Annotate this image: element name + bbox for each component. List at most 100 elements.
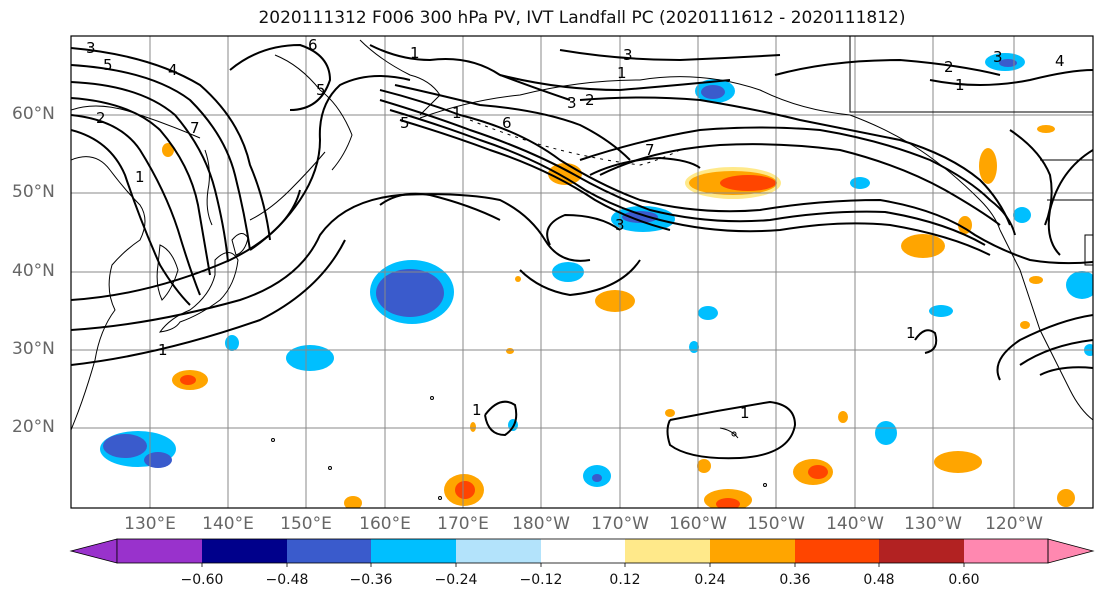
- neg-patch: [875, 421, 897, 445]
- contour-label: 3: [993, 48, 1003, 66]
- lon-label: 170°E: [437, 514, 489, 534]
- coastlines: [71, 36, 1093, 500]
- colorbar-bin: [117, 539, 202, 563]
- pos-patch: [838, 411, 848, 423]
- contour-label: 3: [86, 39, 96, 57]
- contour-label: 1: [410, 44, 420, 62]
- contour-label: 2: [96, 109, 106, 127]
- pos-patch: [665, 409, 675, 417]
- plot-frame: [70, 35, 1094, 509]
- contour-label: 1: [158, 341, 168, 359]
- contour-label: 1: [472, 401, 482, 419]
- neg-patch-core: [592, 474, 602, 482]
- colorbar-bin: [287, 539, 371, 563]
- colorbar: [69, 538, 1095, 567]
- colorbar-tick-label: −0.24: [434, 572, 478, 588]
- pos-patch: [1029, 276, 1043, 284]
- pos-patch: [595, 290, 635, 312]
- contour-label: 5: [103, 56, 113, 74]
- lat-label: 60°N: [12, 104, 55, 124]
- colorbar-tick-label: −0.60: [180, 572, 224, 588]
- lon-label: 160°W: [669, 514, 727, 534]
- contour-label: 5: [316, 81, 326, 99]
- colorbar-tick-label: 0.60: [948, 572, 980, 588]
- pos-patch: [934, 451, 982, 473]
- lat-label: 40°N: [12, 261, 55, 281]
- colorbar-bin: [202, 539, 287, 563]
- lon-label: 130°E: [124, 514, 176, 534]
- colorbar-bin: [879, 539, 964, 563]
- colorbar-extend-right: [1047, 538, 1095, 564]
- colorbar-bin: [541, 539, 625, 563]
- pos-patch: [901, 234, 945, 258]
- lon-label: 140°W: [826, 514, 884, 534]
- contour-label: 4: [1055, 52, 1065, 70]
- lon-label: 160°E: [359, 514, 411, 534]
- contour-label: 2: [585, 91, 595, 109]
- neg-patch-core: [376, 269, 444, 317]
- pos-patch: [344, 496, 362, 508]
- neg-patch: [1066, 271, 1093, 299]
- neg-patch: [1013, 207, 1031, 223]
- lon-label: 140°E: [202, 514, 254, 534]
- colorbar-bin: [795, 539, 879, 563]
- contour-label: 4: [168, 61, 178, 79]
- pv-contours: [71, 43, 1093, 460]
- pos-patch-core: [720, 175, 776, 191]
- contour-label: 3: [623, 46, 633, 64]
- contour-label: 2: [944, 58, 954, 76]
- colorbar-tick-label: 0.36: [779, 572, 811, 588]
- colorbar-bin: [456, 539, 541, 563]
- lon-label: 120°W: [985, 514, 1043, 534]
- contour-label: 3: [567, 94, 577, 112]
- pos-patch: [1057, 489, 1075, 507]
- neg-patch-core: [103, 434, 147, 458]
- colorbar-bin: [710, 539, 795, 563]
- colorbar-tick-label: −0.36: [349, 572, 393, 588]
- contour-label: 1: [617, 64, 627, 82]
- graticule: [71, 36, 1093, 508]
- pos-patch: [1037, 125, 1055, 133]
- lon-label: 180°W: [512, 514, 570, 534]
- pos-patch: [697, 459, 711, 473]
- colorbar-tick-label: 0.24: [694, 572, 726, 588]
- pos-patch: [979, 148, 997, 184]
- neg-patch-core: [622, 211, 658, 223]
- lon-label: 150°W: [747, 514, 805, 534]
- colorbar-frame: [116, 538, 1049, 564]
- contour-label: 1: [906, 324, 916, 342]
- contour-labels: 3 5 4 6 5 1 3 2 7 2 1 6 3 7 5 1 3 1 1 1 …: [86, 36, 1065, 422]
- neg-patch-core: [999, 59, 1017, 67]
- pos-patch: [515, 276, 521, 282]
- contour-label: 3: [615, 216, 625, 234]
- contour-label: 1: [452, 104, 462, 122]
- colorbar-tick-label: 0.12: [609, 572, 641, 588]
- contour-label: 6: [502, 114, 512, 132]
- contour-label: 7: [190, 119, 200, 137]
- pos-patch-core: [716, 498, 740, 508]
- contour-label: 6: [308, 36, 318, 54]
- neg-patch: [225, 335, 239, 351]
- colorbar-bin: [964, 539, 1048, 563]
- colorbar-tick-label: −0.48: [265, 572, 309, 588]
- pos-patch-core: [808, 465, 828, 479]
- pos-patch: [1020, 321, 1030, 329]
- colorbar-extend-left: [69, 538, 118, 564]
- neg-patch: [929, 305, 953, 317]
- lon-label: 150°E: [280, 514, 332, 534]
- lat-label: 20°N: [12, 417, 55, 437]
- contour-label: 1: [135, 168, 145, 186]
- colorbar-bin: [625, 539, 710, 563]
- contour-label: 5: [400, 114, 410, 132]
- contour-label: 1: [740, 404, 750, 422]
- chart-title: 2020111312 F006 300 hPa PV, IVT Landfall…: [258, 8, 906, 28]
- neg-patch: [698, 306, 718, 320]
- lat-label: 30°N: [12, 339, 55, 359]
- pos-patch-core: [455, 481, 475, 499]
- neg-patch-core: [701, 85, 725, 99]
- colorbar-bin: [371, 539, 456, 563]
- contour-label: 1: [955, 76, 965, 94]
- colorbar-tick-label: 0.48: [863, 572, 895, 588]
- pos-patch: [162, 143, 174, 157]
